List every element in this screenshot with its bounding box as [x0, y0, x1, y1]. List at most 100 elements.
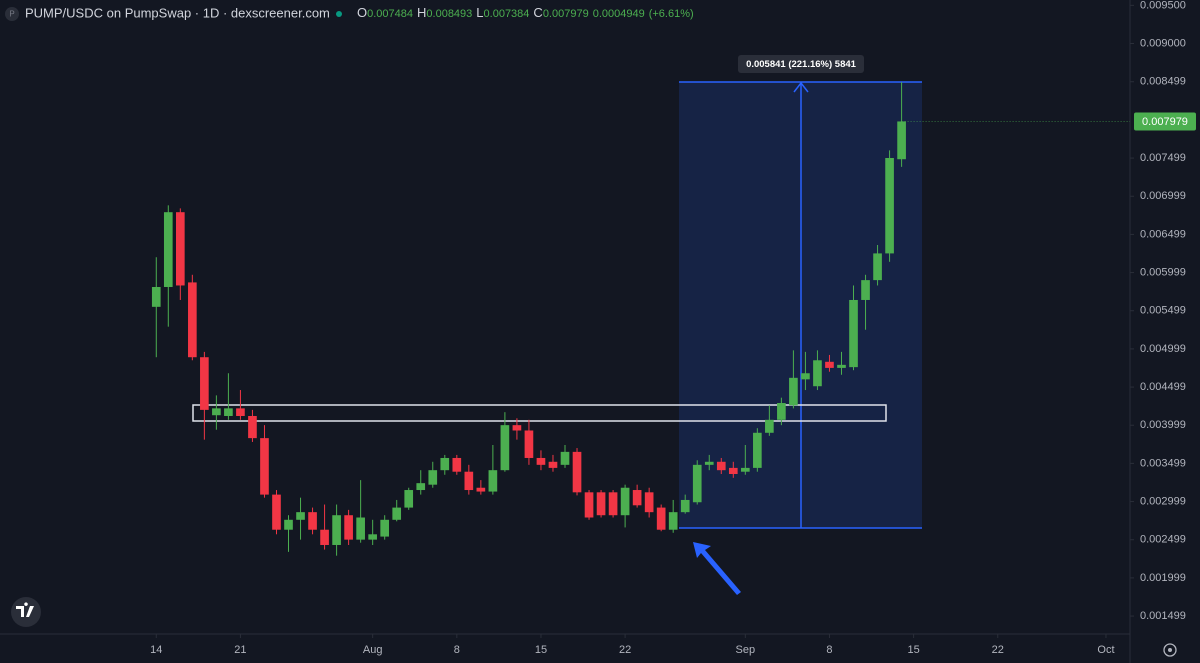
candle-body [861, 280, 870, 300]
candle-body [488, 470, 498, 492]
candle-body [188, 282, 197, 358]
candle-body [837, 364, 846, 368]
y-tick-label: 0.007499 [1140, 152, 1186, 164]
candle-body [428, 470, 438, 485]
candle-body [272, 494, 281, 530]
change: 0.0004949 [593, 8, 645, 20]
l-value: 0.007384 [484, 8, 530, 20]
y-tick-label: 0.006499 [1140, 228, 1186, 240]
candle-body [380, 519, 390, 537]
o-label: O [357, 5, 367, 20]
candle-body [608, 492, 618, 516]
status-dot [336, 11, 342, 17]
candle-body [404, 490, 414, 508]
candle-body [644, 492, 654, 513]
y-tick-label: 0.004999 [1140, 343, 1186, 355]
candle-body [692, 464, 702, 503]
candle-body [284, 519, 293, 530]
candle-body [440, 457, 450, 471]
candle-body [801, 373, 810, 380]
logo-bg [11, 597, 41, 627]
candle-body [560, 451, 570, 465]
x-tick-label: 22 [992, 644, 1004, 656]
candle-body [356, 517, 365, 540]
candle-body [873, 253, 882, 281]
candles [151, 82, 906, 556]
candle-body [452, 457, 462, 472]
candle-body [704, 461, 714, 465]
candle-body [512, 425, 522, 431]
candle-body [632, 490, 642, 506]
candle-body [476, 487, 486, 492]
candle-body [789, 377, 798, 406]
candle-body [536, 457, 546, 465]
tv-logo [11, 597, 41, 627]
settings-icon[interactable] [1163, 643, 1177, 657]
y-tick-label: 0.009500 [1140, 0, 1186, 11]
zone-box [192, 404, 887, 422]
l-label: L [476, 5, 483, 20]
candle-body [572, 451, 582, 493]
candle-body [849, 299, 858, 368]
candle-body [332, 515, 341, 545]
candle-body [175, 212, 185, 286]
measure-arrowhead [793, 81, 809, 93]
x-tick-label: 21 [234, 644, 246, 656]
measure-label-box [738, 55, 864, 73]
candle-body [151, 286, 161, 307]
settings-icon-center [1168, 648, 1172, 652]
header: P PUMP/USDC on PumpSwap · 1D · dexscreen… [5, 5, 694, 21]
candle-body [825, 361, 834, 368]
symbol-icon-letter: P [9, 10, 14, 19]
candle-body [668, 512, 678, 530]
o-value: 0.007484 [367, 8, 413, 20]
candle-body [897, 121, 906, 160]
candle-body [248, 415, 257, 439]
pointer-arrow [693, 542, 741, 595]
candle-body [308, 512, 317, 530]
x-tick-label: Aug [363, 644, 383, 656]
x-tick-label: 8 [826, 644, 832, 656]
symbol-title: PUMP/USDC on PumpSwap · 1D · dexscreener… [25, 5, 330, 20]
candle-body [163, 212, 173, 287]
y-tick-label: 0.001999 [1140, 572, 1186, 584]
candle-body [260, 438, 269, 495]
candle-body [236, 408, 245, 416]
candle-body [320, 529, 329, 545]
h-label: H [417, 5, 426, 20]
y-tick-label: 0.006999 [1140, 190, 1186, 202]
candle-body [765, 419, 774, 433]
settings[interactable] [1163, 643, 1177, 657]
candle-body [596, 492, 606, 516]
y-tick-label: 0.003999 [1140, 419, 1186, 431]
y-tick-label: 0.002499 [1140, 534, 1186, 546]
y-tick-label: 0.004499 [1140, 381, 1186, 393]
candle-body [212, 408, 221, 416]
candle-body [620, 487, 630, 516]
candle-body [224, 408, 233, 416]
candle-body [200, 357, 209, 410]
h-value: 0.008493 [426, 8, 472, 20]
x-tick-label: 8 [454, 644, 460, 656]
y-tick-label: 0.001499 [1140, 610, 1186, 622]
candle-body [777, 403, 786, 420]
symbol-icon [5, 7, 19, 21]
candle-body [584, 492, 594, 518]
candle-body [753, 432, 762, 468]
measure-tool: 0.005841 (221.16%) 5841 [679, 55, 922, 529]
y-tick-label: 0.008499 [1140, 76, 1186, 88]
candle-body [885, 158, 894, 254]
candle-body [500, 425, 510, 471]
x-tick-label: 14 [150, 644, 162, 656]
candle-body [728, 467, 738, 474]
y-tick-label: 0.005999 [1140, 266, 1186, 278]
y-tick-label: 0.002999 [1140, 495, 1186, 507]
candle-body [656, 507, 666, 530]
candle-body [813, 360, 822, 387]
candle-body [296, 512, 305, 520]
x-tick-label: Sep [736, 644, 756, 656]
x-tick-label: 15 [907, 644, 919, 656]
last-price-box [1134, 112, 1196, 131]
